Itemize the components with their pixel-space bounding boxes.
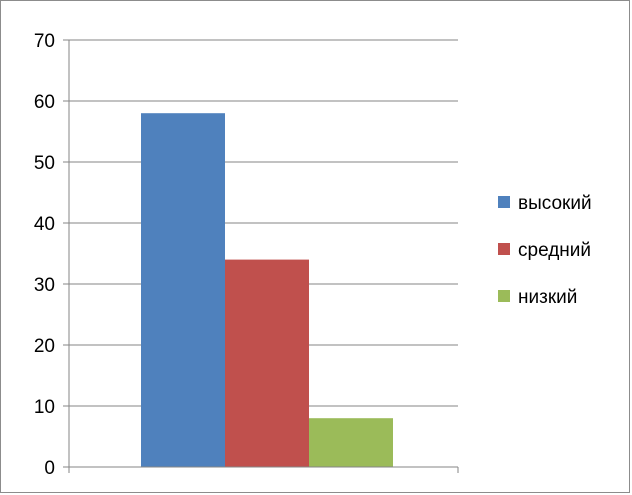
y-tick-label: 0 [44, 458, 55, 479]
bars [141, 113, 393, 467]
gridlines [69, 39, 458, 407]
y-tick-label: 50 [34, 153, 55, 174]
legend-label: высокий [518, 193, 592, 214]
bar-1 [141, 113, 225, 467]
y-tick-label: 70 [34, 31, 55, 52]
legend-swatch [498, 196, 510, 208]
y-tick-label: 30 [34, 275, 55, 296]
legend-swatch [498, 243, 510, 255]
axes [68, 40, 459, 473]
legend: высокий средний низкий [498, 193, 592, 308]
bar-3 [309, 418, 393, 467]
y-tick-label: 20 [34, 336, 55, 357]
y-tick-label: 60 [34, 92, 55, 113]
legend-label: низкий [518, 287, 577, 308]
legend-swatch [498, 290, 510, 302]
legend-label: средний [518, 240, 591, 261]
y-tick-label: 40 [34, 214, 55, 235]
y-tick-label: 10 [34, 397, 55, 418]
bar-2 [225, 259, 309, 467]
y-axis-ticks: 0 10 20 30 40 50 60 70 [34, 31, 69, 479]
